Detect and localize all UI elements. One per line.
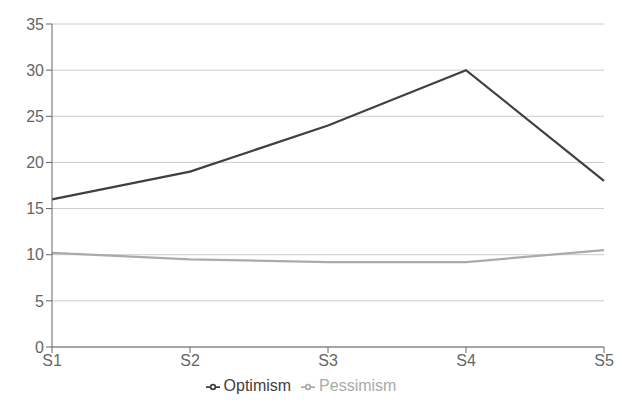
svg-text:35: 35 (26, 16, 44, 33)
svg-text:S4: S4 (456, 352, 476, 369)
svg-text:S3: S3 (318, 352, 338, 369)
svg-text:10: 10 (26, 246, 44, 263)
svg-text:25: 25 (26, 108, 44, 125)
svg-text:S1: S1 (42, 352, 62, 369)
svg-text:20: 20 (26, 154, 44, 171)
svg-text:0: 0 (35, 339, 44, 356)
svg-text:5: 5 (35, 293, 44, 310)
svg-text:S2: S2 (180, 352, 200, 369)
svg-text:S5: S5 (594, 352, 614, 369)
svg-text:30: 30 (26, 62, 44, 79)
svg-text:15: 15 (26, 200, 44, 217)
html-text:Pessimism: Pessimism (319, 377, 397, 394)
html-text:Optimism: Optimism (223, 377, 292, 394)
